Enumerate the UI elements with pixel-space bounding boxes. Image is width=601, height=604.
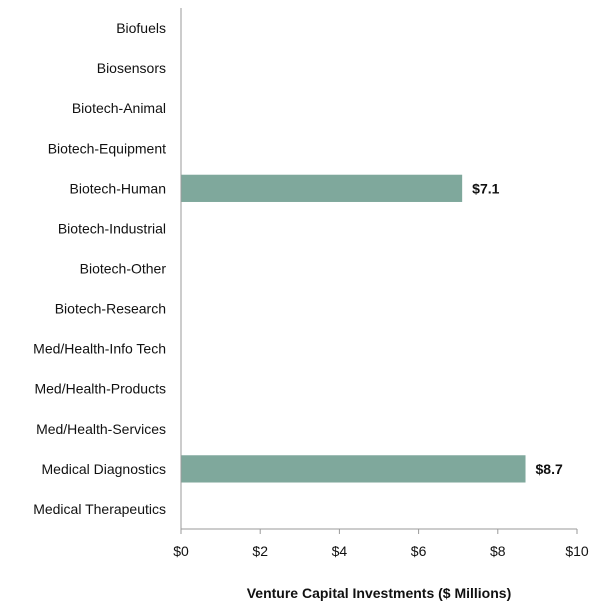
category-label-biotech-industrial: Biotech-Industrial: [58, 220, 166, 236]
x-axis-title: Venture Capital Investments ($ Millions): [247, 585, 512, 601]
category-label-biotech-equipment: Biotech-Equipment: [48, 140, 166, 156]
category-label-biotech-research: Biotech-Research: [55, 301, 166, 317]
bar-medical-diagnostics: [181, 455, 526, 483]
category-label-biotech-other: Biotech-Other: [80, 261, 167, 277]
data-label-biotech-human: $7.1: [472, 180, 499, 196]
x-tick-label: $4: [332, 543, 348, 559]
category-label-medical-therapeutics: Medical Therapeutics: [33, 501, 166, 517]
category-label-med-health-info-tech: Med/Health-Info Tech: [33, 341, 166, 357]
x-tick-label: $2: [252, 543, 268, 559]
x-axis-ticks: $0 $2 $4 $6 $8 $10: [173, 529, 589, 559]
category-label-med-health-services: Med/Health-Services: [36, 421, 166, 437]
category-label-medical-diagnostics: Medical Diagnostics: [42, 461, 167, 477]
category-label-biofuels: Biofuels: [116, 20, 166, 36]
x-tick-label: $0: [173, 543, 189, 559]
category-label-biotech-animal: Biotech-Animal: [72, 100, 166, 116]
category-labels: Biofuels Biosensors Biotech-Animal Biotech-…: [33, 20, 166, 517]
x-tick-label: $6: [411, 543, 427, 559]
category-label-biotech-human: Biotech-Human: [70, 180, 167, 196]
x-tick-label: $10: [565, 543, 589, 559]
category-label-med-health-products: Med/Health-Products: [34, 381, 166, 397]
category-label-biosensors: Biosensors: [97, 60, 166, 76]
bars-layer: [181, 174, 526, 483]
x-tick-label: $8: [490, 543, 506, 559]
data-labels: $7.1 $8.7: [472, 180, 563, 477]
bar-biotech-human: [181, 174, 463, 202]
data-label-medical-diagnostics: $8.7: [536, 461, 563, 477]
